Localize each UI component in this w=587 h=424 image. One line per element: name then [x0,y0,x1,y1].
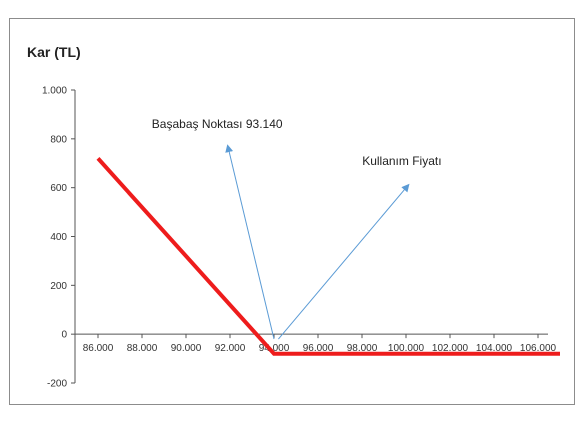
x-tick-label: 96.000 [303,343,334,354]
breakeven-annotation: Başabaş Noktası 93.140 [152,117,283,131]
y-axis-label: Kar (TL) [27,44,81,60]
y-tick-label: 0 [61,330,67,341]
x-tick-label: 100.000 [388,343,425,354]
annotations-layer: Başabaş Noktası 93.140 Kullanım Fiyatı [152,117,442,340]
y-tick-label: 400 [50,232,67,243]
chart-frame: Kar (TL) -200 0 200 400 600 800 1.000 86.000 88… [9,18,575,405]
x-tick-label: 88.000 [127,343,158,354]
annotation-arrow [225,144,275,340]
x-tick-label: 90.000 [171,343,202,354]
payoff-chart: Kar (TL) -200 0 200 400 600 800 1.000 86.000 88… [27,44,560,390]
y-axis: -200 0 200 400 600 800 1.000 [42,86,76,390]
x-tick-label: 102.000 [432,343,469,354]
y-tick-label: 800 [50,134,67,145]
profit-line [96,157,560,356]
x-tick-label: 92.000 [215,343,246,354]
x-tick-label: 98.000 [347,343,378,354]
x-tick-label: 106.000 [520,343,557,354]
x-tick-label: 86.000 [83,343,114,354]
x-tick-label: 94.000 [259,343,290,354]
strike-price-annotation: Kullanım Fiyatı [362,154,441,168]
y-tick-label: -200 [47,379,67,390]
series-layer [96,157,560,356]
x-axis: 86.000 88.000 90.000 92.000 94.000 96.000 98.0… [75,333,557,354]
x-tick-label: 104.000 [476,343,513,354]
y-tick-label: 1.000 [42,86,67,97]
y-tick-label: 200 [50,281,67,292]
y-tick-label: 600 [50,183,67,194]
annotation-arrow [278,183,410,340]
